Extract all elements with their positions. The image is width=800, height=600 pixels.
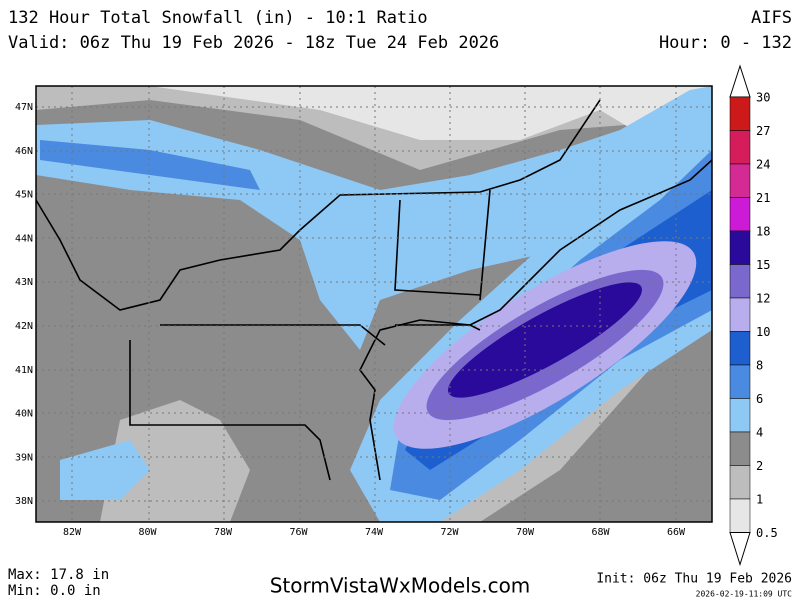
lat-label: 40N [15, 409, 33, 420]
legend-swatch [729, 398, 751, 433]
lon-label: 72W [440, 527, 459, 538]
max-value: Max: 17.8 in [8, 567, 109, 583]
legend-label: 8 [756, 359, 763, 373]
lon-label: 70W [516, 527, 535, 538]
legend-label: 4 [756, 426, 763, 440]
legend-label: 24 [756, 158, 770, 172]
lat-label: 45N [15, 190, 33, 201]
hour-range: Hour: 0 - 132 [659, 33, 792, 53]
legend-swatch [729, 498, 751, 533]
lon-label: 76W [289, 527, 308, 538]
model-name: AIFS [751, 8, 792, 28]
lat-label: 39N [15, 452, 33, 463]
legend-label: 1 [756, 493, 763, 507]
timestamp: 2026-02-19-11:09 UTC [696, 590, 793, 599]
lon-label: 66W [667, 527, 686, 538]
legend-label: 21 [756, 191, 770, 205]
lon-label: 80W [138, 527, 157, 538]
lon-label: 78W [214, 527, 233, 538]
legend-swatch [729, 96, 751, 131]
min-value: Min: 0.0 in [8, 583, 101, 599]
legend-swatch [729, 364, 751, 399]
lat-label: 43N [15, 277, 33, 288]
legend-label: 12 [756, 292, 770, 306]
map-frame [35, 85, 713, 523]
legend-label: 10 [756, 325, 770, 339]
legend-swatch [729, 230, 751, 265]
title: 132 Hour Total Snowfall (in) - 10:1 Rati… [8, 8, 428, 28]
legend-swatch [729, 163, 751, 198]
legend-swatch [729, 297, 751, 332]
lon-label: 68W [591, 527, 610, 538]
lon-labels: 82W 80W 78W 76W 74W 72W 70W 68W 66W [63, 527, 686, 538]
legend-swatch [729, 264, 751, 299]
legend-top-arrow [729, 64, 751, 98]
legend-label: 0.5 [756, 526, 778, 540]
snowfall-map [36, 86, 712, 522]
lat-label: 46N [15, 146, 33, 157]
site-name: StormVistaWxModels.com [270, 574, 531, 598]
legend-bottom-arrow [729, 532, 751, 567]
init-time: Init: 06z Thu 19 Feb 2026 [596, 572, 792, 587]
legend-label: 6 [756, 392, 763, 406]
lat-label: 44N [15, 233, 33, 244]
lon-label: 82W [63, 527, 82, 538]
legend-swatch [729, 331, 751, 366]
legend-label: 18 [756, 225, 770, 239]
legend-label: 30 [756, 91, 770, 105]
legend-swatch [729, 130, 751, 165]
valid-range: Valid: 06z Thu 19 Feb 2026 - 18z Tue 24 … [8, 33, 499, 53]
legend-swatch [729, 197, 751, 232]
lat-label: 42N [15, 321, 33, 332]
lat-label: 41N [15, 365, 33, 376]
legend-label: 15 [756, 258, 770, 272]
legend-label: 2 [756, 459, 763, 473]
legend-swatch [729, 465, 751, 500]
legend-label: 27 [756, 124, 770, 138]
lat-label: 47N [15, 102, 33, 113]
legend-swatch [729, 431, 751, 466]
lat-label: 38N [15, 496, 33, 507]
lon-label: 74W [365, 527, 384, 538]
lat-labels: 47N 46N 45N 44N 43N 42N 41N 40N 39N 38N [15, 102, 33, 507]
